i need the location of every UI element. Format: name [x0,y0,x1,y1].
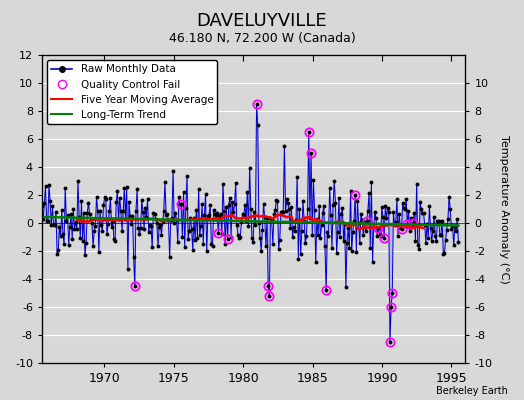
Text: 46.180 N, 72.200 W (Canada): 46.180 N, 72.200 W (Canada) [169,32,355,45]
Y-axis label: Temperature Anomaly (°C): Temperature Anomaly (°C) [499,135,509,283]
Text: DAVELUYVILLE: DAVELUYVILLE [196,12,328,30]
Legend: Raw Monthly Data, Quality Control Fail, Five Year Moving Average, Long-Term Tren: Raw Monthly Data, Quality Control Fail, … [47,60,217,124]
Text: Berkeley Earth: Berkeley Earth [436,386,508,396]
